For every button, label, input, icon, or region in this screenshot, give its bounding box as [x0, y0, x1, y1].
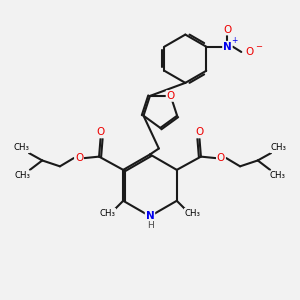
Text: CH₃: CH₃ [14, 143, 30, 152]
Text: CH₃: CH₃ [270, 143, 286, 152]
Text: N: N [223, 42, 232, 52]
Text: CH₃: CH₃ [269, 171, 286, 180]
Text: O: O [75, 153, 83, 163]
Text: H: H [147, 221, 153, 230]
Text: CH₃: CH₃ [99, 209, 115, 218]
Text: O: O [195, 128, 204, 137]
Text: O: O [96, 128, 105, 137]
Text: N: N [146, 211, 154, 221]
Text: O: O [245, 47, 254, 57]
Text: O: O [217, 153, 225, 163]
Text: CH₃: CH₃ [14, 171, 31, 180]
Text: −: − [255, 42, 262, 51]
Text: +: + [231, 36, 237, 45]
Text: O: O [223, 25, 232, 34]
Text: CH₃: CH₃ [185, 209, 201, 218]
Text: O: O [167, 91, 175, 101]
